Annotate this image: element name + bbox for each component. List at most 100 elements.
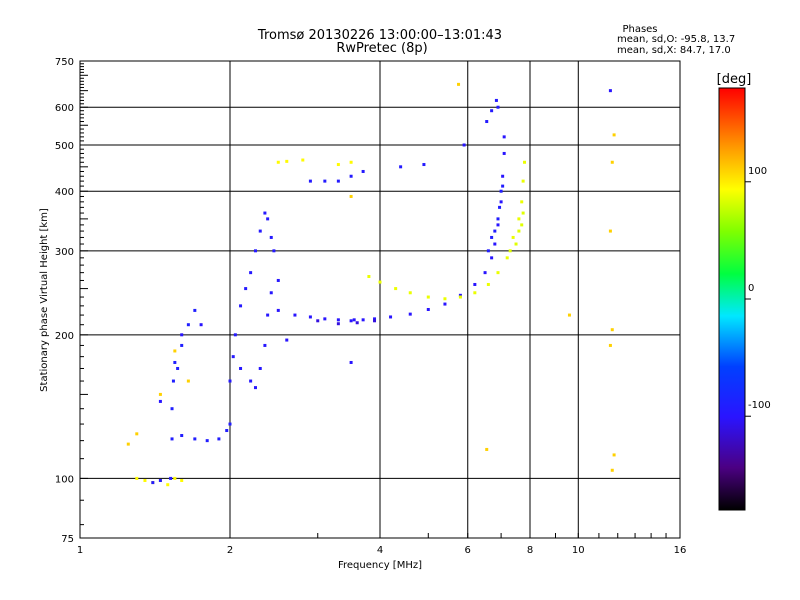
- data-point: [143, 478, 147, 482]
- data-point: [285, 159, 289, 163]
- data-point: [336, 318, 340, 322]
- data-point: [272, 249, 276, 253]
- series-group: [239, 278, 280, 390]
- data-point: [151, 481, 155, 485]
- data-point: [457, 82, 461, 86]
- data-point: [135, 432, 139, 436]
- colorbar: [deg] 100 0 -100: [717, 72, 771, 511]
- data-point: [520, 223, 524, 227]
- data-point: [517, 229, 521, 233]
- data-point: [308, 179, 312, 183]
- y-axis-label: Stationary phase Virtual Height [km]: [39, 208, 50, 392]
- colorbar-tick-label: -100: [748, 400, 771, 411]
- data-point: [336, 322, 340, 326]
- data-point: [408, 291, 412, 295]
- chart-subtitle: RwPretec (8p): [336, 41, 427, 56]
- series-group: [228, 211, 276, 383]
- data-point: [485, 447, 489, 451]
- series-group: [276, 135, 506, 323]
- colorbar-tick-label: 0: [748, 283, 754, 294]
- data-point: [458, 295, 462, 299]
- data-point: [517, 217, 521, 221]
- phases-legend-o: mean, sd,O: -95.8, 13.7: [617, 34, 735, 45]
- data-point: [336, 179, 340, 183]
- data-point: [231, 355, 235, 359]
- data-point: [126, 442, 130, 446]
- data-point: [367, 275, 371, 279]
- x-tick-label: 8: [527, 545, 533, 556]
- data-point: [199, 323, 203, 327]
- data-point: [608, 229, 612, 233]
- data-point: [186, 323, 190, 327]
- series-group: [508, 211, 525, 253]
- data-point: [473, 282, 477, 286]
- data-point: [323, 179, 327, 183]
- phases-legend-x: mean, sd,X: 84.7, 17.0: [617, 45, 731, 56]
- data-point: [158, 478, 162, 482]
- series-group: [170, 422, 232, 443]
- data-point: [610, 160, 614, 164]
- phases-legend-title: Phases: [622, 24, 657, 35]
- data-point: [276, 308, 280, 312]
- series-group: [486, 184, 505, 253]
- data-point: [501, 174, 505, 178]
- data-point: [373, 317, 377, 321]
- data-point: [443, 302, 447, 306]
- data-point: [610, 468, 614, 472]
- data-point: [502, 151, 506, 155]
- data-point: [239, 366, 243, 370]
- data-point: [176, 366, 180, 370]
- data-point: [352, 318, 356, 322]
- series-group: [316, 319, 377, 326]
- data-point: [499, 200, 503, 204]
- data-point: [505, 256, 509, 260]
- x-tick-label: 4: [377, 545, 383, 556]
- data-point: [170, 437, 174, 441]
- data-point: [205, 439, 209, 443]
- data-point: [485, 120, 489, 124]
- data-point: [285, 338, 289, 342]
- data-point: [422, 163, 426, 167]
- data-point: [473, 291, 477, 295]
- data-point: [258, 366, 262, 370]
- data-point: [180, 434, 184, 438]
- data-point: [508, 249, 512, 253]
- data-point: [490, 235, 494, 239]
- y-tick-label: 75: [61, 534, 74, 545]
- data-point: [249, 271, 253, 275]
- x-tick-label: 2: [227, 545, 233, 556]
- data-point: [567, 313, 571, 317]
- series-group: [170, 308, 197, 411]
- data-point: [180, 333, 184, 337]
- data-point: [269, 235, 273, 239]
- data-point: [426, 295, 430, 299]
- y-tick-label: 200: [55, 331, 74, 342]
- series-group: [126, 82, 616, 472]
- data-point: [135, 476, 139, 480]
- data-point: [493, 242, 497, 246]
- series-group: [485, 98, 500, 124]
- data-point: [498, 205, 502, 209]
- data-point: [193, 437, 197, 441]
- grid: [80, 61, 680, 538]
- data-point: [378, 280, 382, 284]
- data-point: [496, 217, 500, 221]
- y-tick-label: 100: [55, 474, 74, 485]
- data-point: [276, 278, 280, 282]
- data-point: [408, 312, 412, 316]
- data-point: [244, 287, 248, 291]
- data-point: [266, 217, 270, 221]
- data-point: [349, 360, 353, 364]
- data-point: [316, 319, 320, 323]
- data-point: [276, 160, 280, 164]
- data-point: [486, 282, 490, 286]
- data-point: [608, 89, 612, 93]
- series-group: [158, 89, 612, 403]
- data-point: [301, 158, 305, 162]
- data-point: [486, 249, 490, 253]
- data-point: [443, 297, 447, 301]
- data-point: [158, 392, 162, 396]
- colorbar-gradient: [718, 87, 746, 511]
- data-point: [169, 476, 173, 480]
- data-point: [258, 229, 262, 233]
